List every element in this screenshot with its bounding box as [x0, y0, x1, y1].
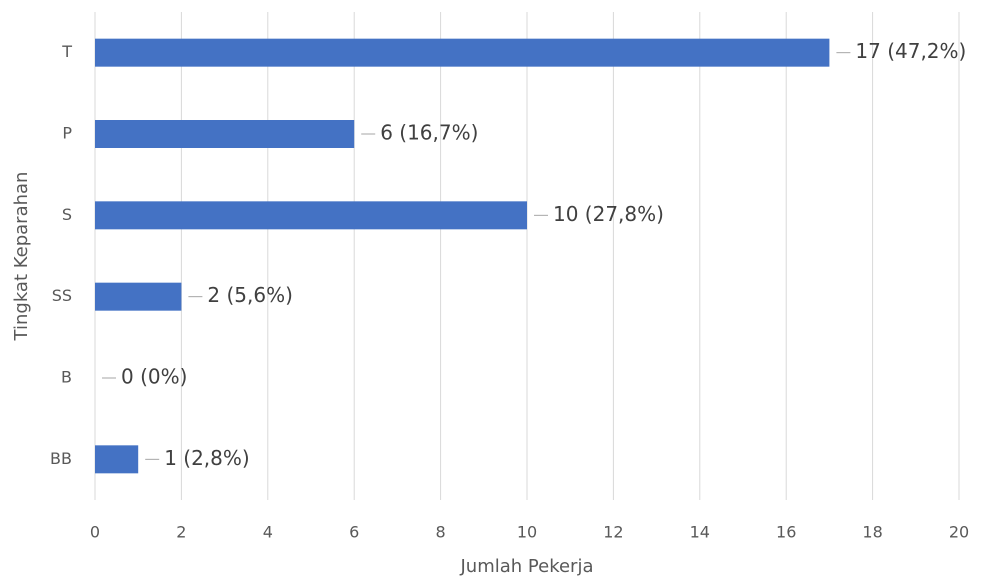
x-tick-label: 2	[176, 523, 186, 542]
x-tick-label: 4	[263, 523, 273, 542]
y-tick-label: P	[62, 124, 72, 143]
bar	[95, 120, 355, 148]
y-tick-label: SS	[52, 286, 72, 305]
bar	[95, 282, 182, 311]
bar	[95, 445, 139, 474]
value-label: 0 (0%)	[121, 365, 187, 389]
x-tick-label: 8	[436, 523, 446, 542]
y-tick-label: B	[61, 368, 72, 387]
value-label: 17 (47,2%)	[855, 39, 966, 63]
x-axis-label: Jumlah Pekerja	[460, 556, 594, 577]
bar	[95, 38, 830, 67]
y-tick-label: BB	[50, 449, 72, 468]
x-tick-label: 0	[90, 523, 100, 542]
x-tick-label: 14	[690, 523, 710, 542]
y-axis-label: Tingkat Keparahan	[11, 172, 32, 342]
x-tick-label: 6	[349, 523, 359, 542]
bar	[95, 201, 527, 230]
x-tick-label: 10	[517, 523, 537, 542]
value-label: 10 (27,8%)	[553, 202, 664, 226]
x-tick-label: 20	[949, 523, 969, 542]
value-label: 2 (5,6%)	[207, 283, 293, 307]
x-tick-label: 12	[603, 523, 623, 542]
x-tick-label: 16	[776, 523, 796, 542]
y-tick-label: T	[61, 42, 72, 61]
x-tick-label: 18	[862, 523, 882, 542]
value-label: 1 (2,8%)	[164, 446, 250, 470]
y-tick-label: S	[62, 205, 72, 224]
value-label: 6 (16,7%)	[380, 121, 478, 145]
